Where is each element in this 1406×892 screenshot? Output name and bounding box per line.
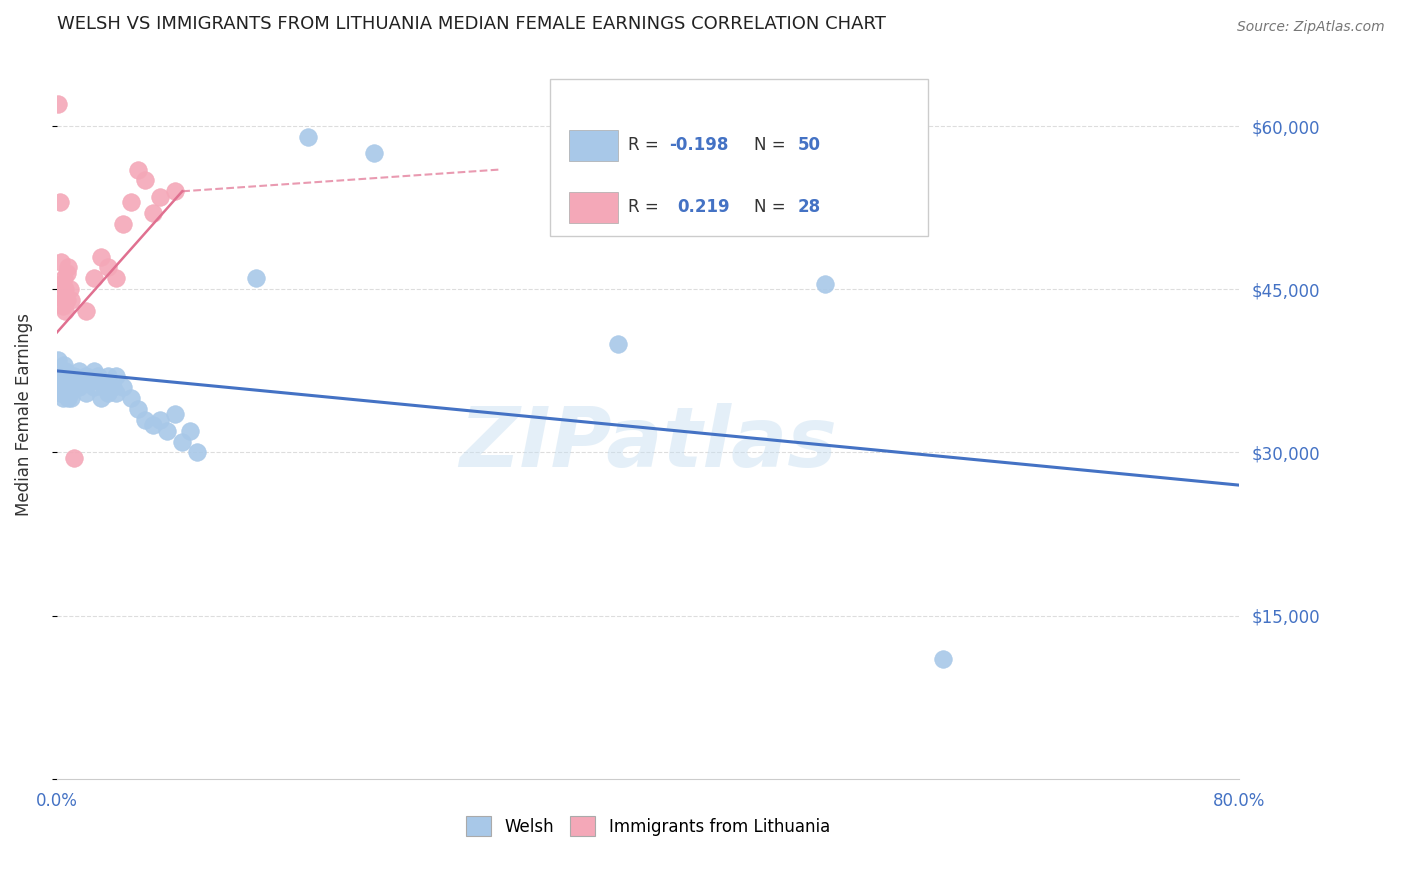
Point — [607, 336, 630, 351]
Text: WELSH VS IMMIGRANTS FROM LITHUANIA MEDIAN FEMALE EARNINGS CORRELATION CHART: WELSH VS IMMIGRANTS FROM LITHUANIA MEDIA… — [56, 15, 886, 33]
Text: ZIPatlas: ZIPatlas — [458, 403, 837, 484]
Point — [127, 162, 149, 177]
Point — [163, 408, 186, 422]
Point — [55, 282, 77, 296]
Point — [53, 359, 76, 373]
Text: R =: R = — [627, 136, 664, 154]
Point — [90, 375, 112, 389]
Point — [77, 375, 100, 389]
Point — [60, 293, 83, 307]
Point — [49, 277, 72, 291]
Point — [55, 364, 77, 378]
Point — [58, 391, 80, 405]
Point — [134, 173, 156, 187]
Point — [58, 375, 80, 389]
Point — [120, 391, 142, 405]
Text: N =: N = — [754, 198, 792, 217]
Point — [56, 369, 79, 384]
Point — [156, 424, 179, 438]
Point — [163, 184, 186, 198]
Point — [60, 391, 83, 405]
Point — [97, 260, 120, 275]
Point — [55, 380, 77, 394]
Point — [46, 97, 69, 112]
Point — [48, 195, 70, 210]
Point — [104, 385, 127, 400]
Text: N =: N = — [754, 136, 792, 154]
Point — [179, 424, 201, 438]
Point — [53, 293, 76, 307]
Point — [134, 413, 156, 427]
Point — [97, 385, 120, 400]
Legend: Welsh, Immigrants from Lithuania: Welsh, Immigrants from Lithuania — [465, 816, 830, 836]
Point — [56, 266, 79, 280]
Point — [48, 369, 70, 384]
Point — [127, 401, 149, 416]
Point — [112, 217, 135, 231]
Point — [87, 369, 110, 384]
Point — [59, 282, 82, 296]
Point — [58, 260, 80, 275]
FancyBboxPatch shape — [568, 192, 619, 223]
Point — [93, 380, 115, 394]
FancyBboxPatch shape — [568, 130, 619, 161]
Point — [97, 369, 120, 384]
Point — [56, 385, 79, 400]
Point — [297, 129, 319, 144]
Point — [49, 255, 72, 269]
Point — [49, 364, 72, 378]
Point — [83, 380, 105, 394]
Point — [149, 190, 172, 204]
Point — [59, 385, 82, 400]
Point — [142, 418, 165, 433]
Point — [67, 380, 90, 394]
Point — [72, 375, 94, 389]
Point — [90, 391, 112, 405]
Point — [363, 146, 385, 161]
Point — [90, 250, 112, 264]
Point — [59, 369, 82, 384]
Point — [83, 364, 105, 378]
Point — [51, 287, 73, 301]
Text: 0.219: 0.219 — [678, 198, 730, 217]
Point — [48, 385, 70, 400]
Y-axis label: Median Female Earnings: Median Female Earnings — [15, 313, 32, 516]
Point — [51, 299, 73, 313]
Point — [60, 375, 83, 389]
Point — [75, 304, 97, 318]
Point — [120, 195, 142, 210]
Point — [112, 380, 135, 394]
Text: 28: 28 — [797, 198, 821, 217]
Point — [245, 271, 267, 285]
Text: R =: R = — [627, 198, 669, 217]
Point — [75, 369, 97, 384]
Point — [67, 364, 90, 378]
Point — [83, 271, 105, 285]
Point — [186, 445, 208, 459]
Point — [932, 652, 955, 666]
Point — [53, 375, 76, 389]
Point — [75, 385, 97, 400]
Point — [101, 380, 124, 394]
Point — [53, 271, 76, 285]
Point — [172, 434, 194, 449]
Point — [142, 206, 165, 220]
Point — [51, 391, 73, 405]
Point — [814, 277, 837, 291]
Text: Source: ZipAtlas.com: Source: ZipAtlas.com — [1237, 20, 1385, 34]
Point — [51, 369, 73, 384]
Point — [63, 450, 86, 465]
Point — [104, 271, 127, 285]
FancyBboxPatch shape — [550, 79, 928, 235]
Point — [63, 369, 86, 384]
Point — [104, 369, 127, 384]
Text: -0.198: -0.198 — [669, 136, 728, 154]
Point — [46, 353, 69, 368]
Point — [149, 413, 172, 427]
Text: 50: 50 — [797, 136, 821, 154]
Point — [49, 380, 72, 394]
Point — [56, 293, 79, 307]
Point — [55, 304, 77, 318]
